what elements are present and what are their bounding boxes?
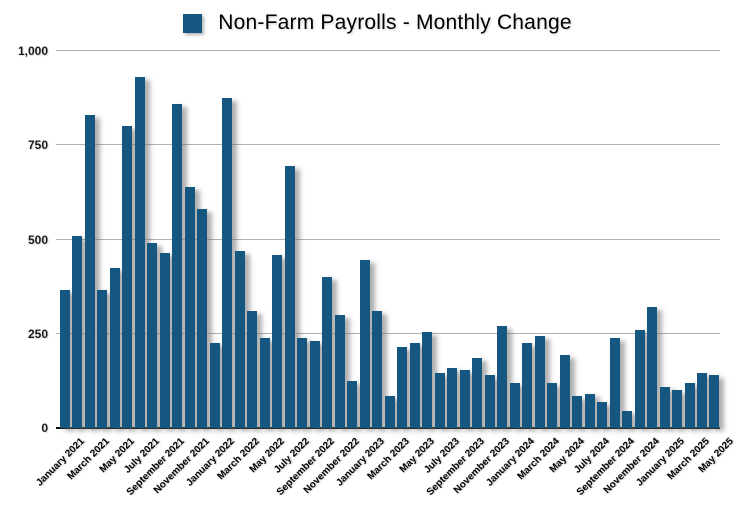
bar-february-2022[interactable] — [222, 98, 233, 428]
bar-september-2024[interactable] — [609, 337, 620, 428]
bar-october-2022[interactable] — [322, 277, 333, 428]
legend-swatch — [183, 13, 203, 33]
bar-february-2025[interactable] — [672, 390, 682, 428]
bar-may-2023[interactable] — [409, 343, 420, 428]
bar-july-2024[interactable] — [584, 394, 595, 428]
bar-march-2021[interactable] — [84, 115, 95, 428]
bar-august-2021[interactable] — [147, 243, 158, 428]
bar-june-2021[interactable] — [122, 126, 133, 428]
bar-may-2025[interactable] — [709, 375, 720, 428]
bar-january-2025[interactable] — [659, 386, 670, 428]
bar-january-2023[interactable] — [359, 260, 370, 428]
bar-october-2024[interactable] — [622, 411, 633, 428]
bar-september-2023[interactable] — [459, 369, 470, 428]
bar-april-2025[interactable] — [696, 373, 707, 428]
bar-july-2022[interactable] — [284, 166, 295, 428]
bar-december-2024[interactable] — [647, 307, 658, 428]
bar-march-2025[interactable] — [684, 382, 695, 428]
bar-august-2022[interactable] — [297, 337, 308, 428]
bar-september-2021[interactable] — [159, 252, 170, 428]
gridline-1000 — [56, 50, 720, 51]
bar-april-2023[interactable] — [397, 346, 408, 428]
bar-january-2022[interactable] — [209, 343, 220, 428]
bar-may-2021[interactable] — [109, 267, 120, 428]
chart-title: Non-Farm Payrolls - Monthly Change — [218, 11, 572, 34]
x-axis-line — [56, 427, 720, 429]
bar-december-2023[interactable] — [497, 326, 508, 428]
bar-november-2024[interactable] — [634, 329, 645, 428]
bar-april-2021[interactable] — [97, 290, 108, 428]
gridline-250 — [56, 332, 720, 334]
bar-june-2023[interactable] — [422, 331, 433, 428]
bar-april-2022[interactable] — [247, 311, 258, 428]
bar-december-2022[interactable] — [347, 380, 358, 428]
bar-november-2023[interactable] — [484, 375, 495, 428]
bar-december-2021[interactable] — [197, 209, 208, 428]
bar-february-2024[interactable] — [522, 343, 533, 428]
bar-june-2022[interactable] — [272, 254, 283, 428]
bar-june-2024[interactable] — [572, 395, 583, 428]
bar-march-2022[interactable] — [234, 250, 245, 428]
bar-february-2023[interactable] — [372, 311, 383, 428]
chart-header: Non-Farm Payrolls - Monthly Change — [0, 10, 755, 36]
bar-october-2021[interactable] — [172, 103, 183, 428]
y-tick-label: 750 — [27, 138, 48, 153]
bar-november-2022[interactable] — [334, 314, 345, 428]
y-tick-label: 500 — [27, 232, 48, 247]
plot-area — [56, 50, 720, 429]
y-tick-label: 250 — [27, 326, 48, 341]
y-tick-label: 1,000 — [17, 44, 48, 58]
gridline-750 — [56, 144, 720, 146]
bar-may-2024[interactable] — [559, 354, 570, 428]
bar-november-2021[interactable] — [184, 186, 195, 428]
bar-february-2021[interactable] — [72, 235, 83, 428]
bar-may-2022[interactable] — [259, 337, 270, 428]
bar-march-2023[interactable] — [384, 395, 395, 428]
bar-september-2022[interactable] — [309, 341, 320, 428]
bar-august-2023[interactable] — [447, 367, 458, 428]
bar-march-2024[interactable] — [534, 335, 545, 428]
bar-july-2021[interactable] — [134, 77, 145, 428]
bar-july-2023[interactable] — [434, 373, 445, 428]
bar-october-2023[interactable] — [472, 358, 483, 428]
bar-january-2024[interactable] — [509, 382, 520, 428]
y-tick-label: 0 — [41, 421, 48, 435]
bar-april-2024[interactable] — [547, 382, 558, 428]
bar-august-2024[interactable] — [597, 401, 608, 428]
gridline-500 — [56, 238, 720, 240]
bar-january-2021[interactable] — [60, 290, 70, 428]
